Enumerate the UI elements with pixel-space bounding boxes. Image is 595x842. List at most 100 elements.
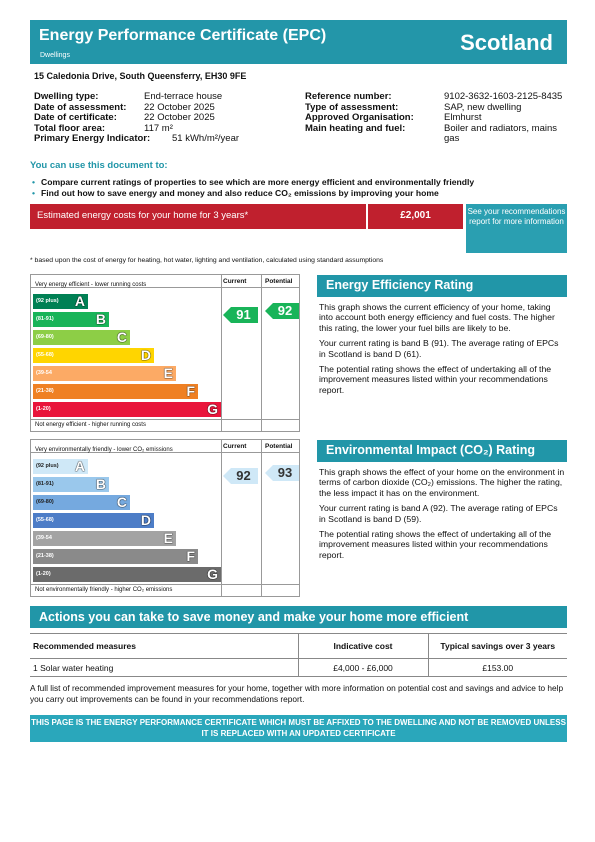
band-letter: A — [74, 458, 85, 474]
detail-key: Reference number: — [305, 91, 392, 102]
band-range: (55-68) — [36, 517, 54, 523]
band-range: (21-38) — [36, 553, 54, 559]
band-range: (81-91) — [36, 481, 54, 487]
band-letter: D — [140, 347, 151, 363]
detail-key: Type of assessment: — [305, 101, 399, 113]
bullet-icon: • — [32, 177, 36, 187]
detail-value: 22 October 2025 — [144, 101, 215, 113]
rating-band-c: (69-80) C — [33, 329, 130, 345]
chart-bottom-label: Not environmentally friendly - higher CO… — [35, 587, 173, 593]
detail-value: 9102-3632-1603-2125-8435 — [444, 91, 563, 102]
energy-efficiency-chart: Current Potential Very energy efficient … — [30, 274, 300, 432]
rating-band-f: (21-38) F — [33, 383, 198, 399]
band-letter: F — [186, 383, 195, 399]
rating-band-b: (81-91) B — [33, 476, 109, 492]
band-range: (39-54 — [36, 370, 52, 376]
list-item: • Find out how to save energy and money a… — [32, 188, 439, 198]
detail-key: Approved Organisation: — [305, 112, 414, 123]
list-item: • Compare current ratings of properties t… — [32, 177, 475, 187]
band-letter: G — [207, 566, 218, 582]
page-subtitle: Dwellings — [40, 52, 70, 59]
band-letter: F — [186, 548, 195, 564]
band-letter: E — [163, 365, 173, 381]
ee-panel-text: This graph shows the current efficiency … — [319, 302, 559, 395]
table-row: 1 Solar water heating £4,000 - £6,000 £1… — [30, 658, 567, 677]
current-column-header: Current — [223, 443, 247, 450]
detail-key: Main heating and fuel: — [305, 122, 406, 134]
detail-value: SAP, new dwelling — [444, 101, 522, 113]
band-letter: G — [207, 401, 218, 417]
measures-table: Recommended measures Indicative cost Typ… — [30, 633, 567, 677]
detail-value: Boiler and radiators, mains gas — [444, 122, 557, 144]
band-range: (92 plus) — [36, 298, 59, 304]
country-label: Scotland — [460, 30, 553, 55]
ei-panel-title: Environmental Impact (CO₂) Rating — [317, 440, 567, 462]
chart-top-label: Very environmentally friendly - lower CO… — [35, 447, 173, 453]
details-left: Dwelling type: End-terrace house Date of … — [34, 91, 240, 145]
use-document-title: You can use this document to: — [30, 160, 168, 171]
chart-top-label: Very energy efficient - lower running co… — [35, 282, 147, 288]
current-column-header: Current — [223, 278, 247, 285]
current-rating-arrow: 92 — [223, 468, 258, 484]
rating-band-b: (81-91) B — [33, 311, 109, 327]
rating-band-d: (55-68) D — [33, 347, 154, 363]
band-range: (69-80) — [36, 499, 54, 505]
cost-footnote: * based upon the cost of energy for heat… — [30, 257, 384, 264]
header-banner: Energy Performance Certificate (EPC) Dwe… — [30, 20, 567, 64]
ei-panel-text: This graph shows the effect of your home… — [319, 467, 565, 560]
detail-key: Dwelling type: — [34, 91, 99, 102]
band-range: (1-20) — [36, 406, 51, 412]
current-rating-arrow: 91 — [223, 307, 258, 323]
rating-band-a: (92 plus) A — [33, 293, 88, 309]
energy-cost-label: Estimated energy costs for your home for… — [37, 210, 249, 221]
table-header: Recommended measures — [30, 633, 299, 659]
band-range: (92 plus) — [36, 463, 59, 469]
bullet-list: • Compare current ratings of properties t… — [32, 177, 474, 199]
band-letter: E — [163, 530, 173, 546]
rating-band-e: (39-54 E — [33, 365, 176, 381]
affix-warning: THIS PAGE IS THE ENERGY PERFORMANCE CERT… — [30, 715, 567, 742]
band-range: (21-38) — [36, 388, 54, 394]
rating-band-c: (69-80) C — [33, 494, 130, 510]
band-letter: B — [95, 311, 106, 327]
band-letter: B — [95, 476, 106, 492]
environmental-impact-chart: Current Potential Very environmentally f… — [30, 439, 300, 597]
see-recommendations-box: See your recommendations report for more… — [466, 204, 567, 253]
table-header: Indicative cost — [297, 633, 429, 659]
band-range: (55-68) — [36, 352, 54, 358]
bullet-icon: • — [32, 188, 36, 198]
detail-value: Elmhurst — [444, 112, 482, 123]
band-letter: D — [140, 512, 151, 528]
rating-band-a: (92 plus) A — [33, 458, 88, 474]
detail-value: 22 October 2025 — [144, 112, 215, 123]
energy-cost-bar: Estimated energy costs for your home for… — [30, 204, 463, 229]
ee-panel-title: Energy Efficiency Rating — [317, 275, 567, 297]
band-range: (1-20) — [36, 571, 51, 577]
detail-key: Date of certificate: — [34, 112, 117, 123]
potential-column-header: Potential — [265, 443, 293, 450]
property-address: 15 Caledonia Drive, South Queensferry, E… — [34, 71, 247, 81]
band-letter: A — [74, 293, 85, 309]
band-letter: C — [116, 494, 127, 510]
details-right: Reference number: 9102-3632-1603-2125-843… — [305, 91, 574, 145]
table-header: Typical savings over 3 years — [427, 633, 567, 659]
page-title: Energy Performance Certificate (EPC) — [39, 27, 327, 44]
rating-band-g: (1-20) G — [33, 401, 221, 417]
rating-band-d: (55-68) D — [33, 512, 154, 528]
detail-key: Date of assessment: — [34, 101, 127, 113]
detail-value: 51 kWh/m²/year — [172, 133, 240, 144]
rating-band-f: (21-38) F — [33, 548, 198, 564]
actions-title: Actions you can take to save money and m… — [30, 606, 567, 628]
chart-bottom-label: Not energy efficient - higher running co… — [35, 422, 146, 428]
band-range: (81-91) — [36, 316, 54, 322]
energy-cost-value: £2,001 — [366, 204, 463, 229]
rating-band-e: (39-54 E — [33, 530, 176, 546]
band-range: (69-80) — [36, 334, 54, 340]
detail-value: 117 m² — [144, 122, 173, 134]
band-letter: C — [116, 329, 127, 345]
band-range: (39-54 — [36, 535, 52, 541]
rating-band-g: (1-20) G — [33, 566, 221, 582]
potential-rating-arrow: 92 — [265, 303, 299, 319]
detail-value: End-terrace house — [144, 91, 223, 102]
potential-rating-arrow: 93 — [265, 465, 299, 481]
